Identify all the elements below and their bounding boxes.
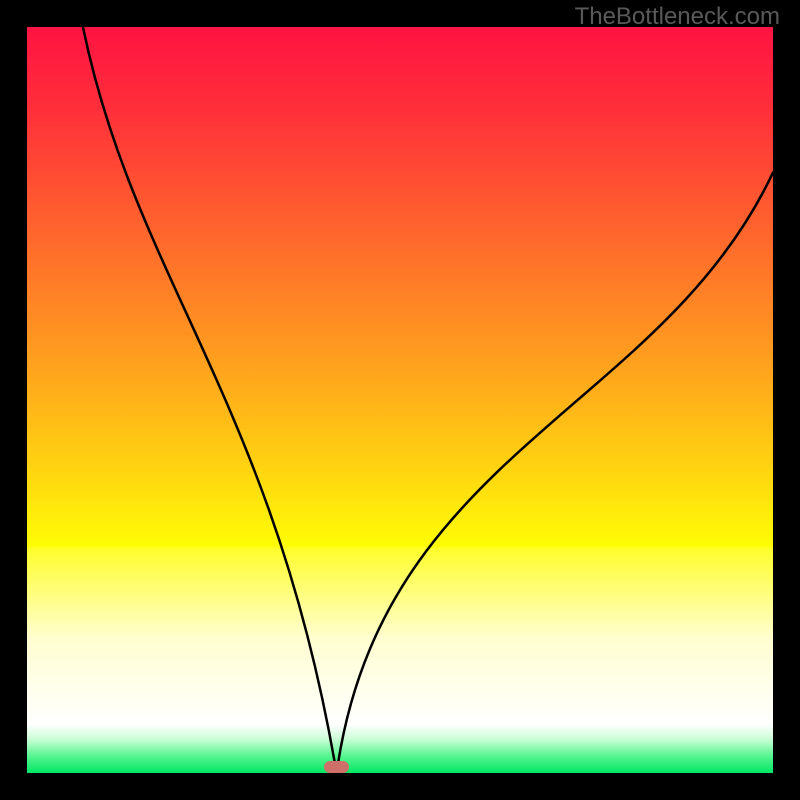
plot-area — [27, 27, 773, 773]
curve-svg — [27, 27, 773, 773]
minimum-marker — [324, 761, 349, 774]
watermark-text: TheBottleneck.com — [575, 3, 780, 31]
bottleneck-curve — [83, 27, 773, 773]
